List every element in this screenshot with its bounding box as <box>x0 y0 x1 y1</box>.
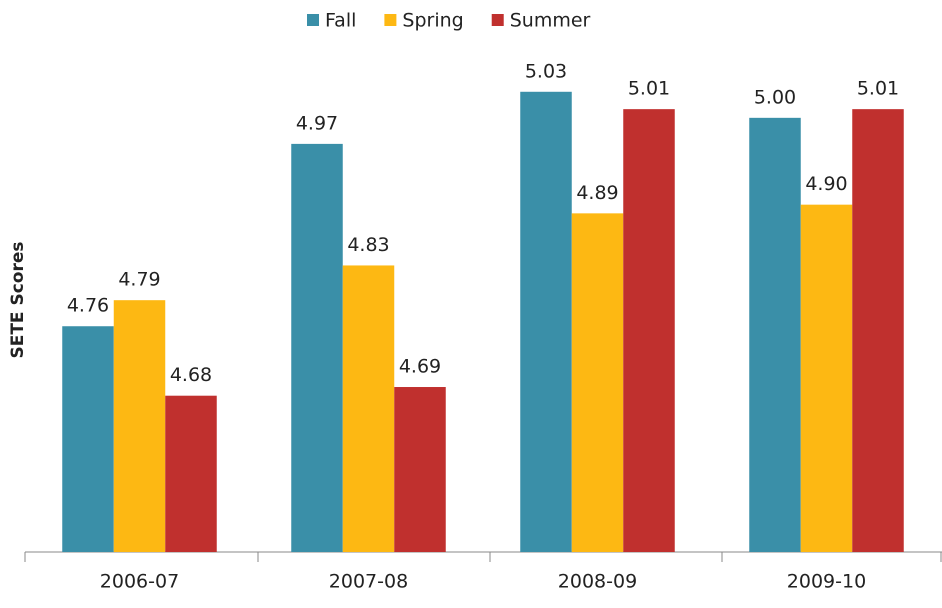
value-label: 4.68 <box>170 364 212 386</box>
x-tick-label: 2009-10 <box>787 571 866 593</box>
x-tick-label: 2007-08 <box>329 571 408 593</box>
bar <box>165 395 217 552</box>
value-label: 4.76 <box>67 295 109 317</box>
value-label: 5.00 <box>754 86 796 108</box>
value-label: 4.89 <box>576 182 618 204</box>
bar <box>749 117 801 552</box>
bar <box>291 143 343 552</box>
bar <box>800 204 853 552</box>
bar <box>571 213 624 552</box>
value-label: 4.83 <box>347 234 389 256</box>
bar <box>852 109 904 553</box>
y-axis-label: SETE Scores <box>8 241 28 358</box>
x-axis <box>24 551 942 562</box>
x-tick-label: 2008-09 <box>558 571 637 593</box>
bar <box>394 387 446 552</box>
bar <box>520 91 572 553</box>
x-tick-label: 2006-07 <box>100 571 179 593</box>
value-label: 4.97 <box>296 112 338 134</box>
bar <box>62 326 114 552</box>
value-label: 4.90 <box>805 173 847 195</box>
value-label: 5.03 <box>525 60 567 82</box>
legend-swatch <box>307 14 319 26</box>
bar <box>623 109 675 553</box>
bar <box>342 265 395 552</box>
legend-swatch <box>384 14 397 26</box>
value-label: 5.01 <box>628 78 670 100</box>
value-label: 4.69 <box>399 356 441 378</box>
value-label: 5.01 <box>857 78 899 100</box>
value-label: 4.79 <box>118 269 160 291</box>
legend-label: Spring <box>402 10 463 32</box>
legend-label: Summer <box>510 10 591 32</box>
legend-swatch <box>491 14 504 26</box>
bar <box>113 300 166 552</box>
legend-label: Fall <box>325 10 356 32</box>
